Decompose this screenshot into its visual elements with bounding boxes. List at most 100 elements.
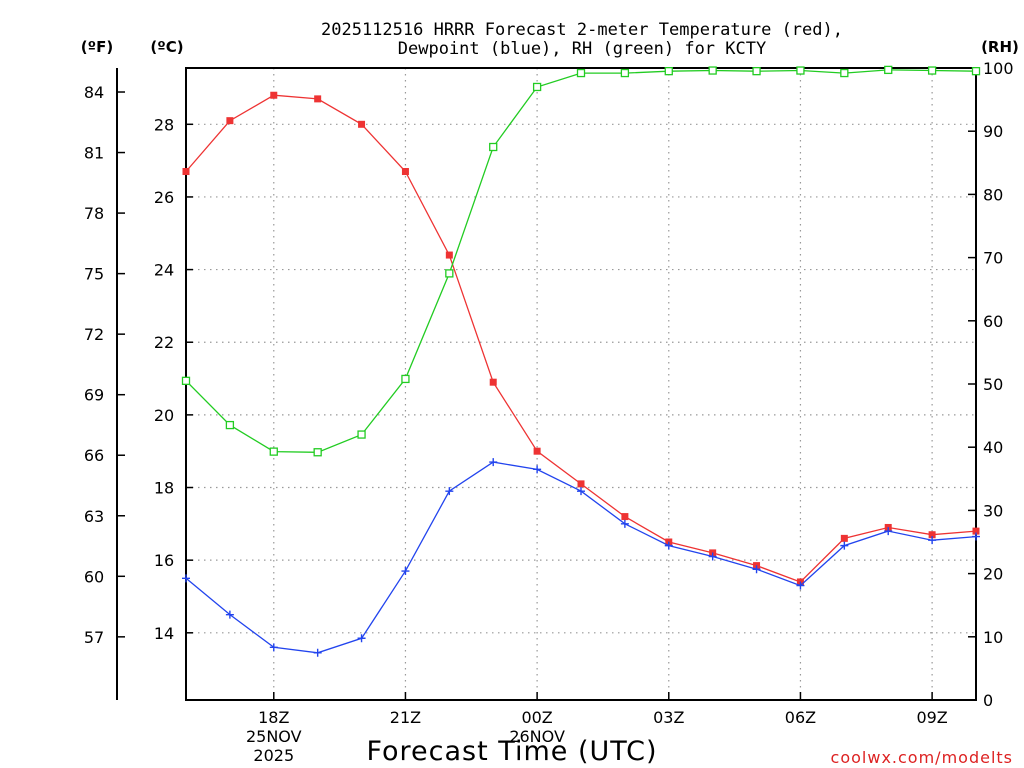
temperature-point [577, 480, 585, 488]
dewpoint-point [401, 567, 410, 576]
dewpoint-point [796, 581, 805, 590]
rh-point [796, 66, 805, 75]
fahrenheit-tick-label: 84 [84, 83, 104, 102]
dewpoint-point [708, 552, 717, 561]
rh-line [185, 69, 977, 453]
rh-tick-label: 20 [983, 565, 1003, 584]
x-tick-label: 03Z [653, 708, 684, 727]
dewpoint-point [445, 487, 454, 496]
rh-point [357, 430, 366, 439]
temperature-point [840, 534, 848, 542]
dewpoint-point [269, 643, 278, 652]
celsius-tick-label: 28 [154, 115, 174, 134]
celsius-unit-label: (ºC) [150, 38, 183, 56]
dewpoint-point [182, 574, 190, 583]
rh-point [269, 447, 278, 456]
rh-point [576, 68, 586, 78]
rh-tick-label: 90 [983, 122, 1003, 141]
dewpoint-point [664, 541, 673, 550]
celsius-tick-label: 20 [154, 406, 174, 425]
dewpoint-point [620, 519, 629, 528]
rh-point [840, 68, 849, 78]
temperature-point [226, 117, 234, 125]
watermark: coolwx.com/modelts [831, 748, 1013, 767]
fahrenheit-tick-label: 66 [84, 446, 104, 465]
rh-tick-label: 80 [983, 185, 1003, 204]
dewpoint-point [357, 634, 366, 643]
fahrenheit-tick-label: 69 [84, 386, 104, 405]
rh-tick-label: 30 [983, 501, 1003, 520]
x-tick-label: 09Z [916, 708, 947, 727]
rh-point [927, 66, 937, 75]
rh-unit-label: (RH) [981, 38, 1019, 56]
celsius-tick-label: 26 [154, 188, 174, 207]
rh-point [532, 82, 542, 92]
rh-point [489, 142, 498, 152]
x-tick-year: 2025 [253, 746, 294, 765]
fahrenheit-tick-label: 78 [84, 204, 104, 223]
plot-frame [185, 67, 977, 701]
rh-point [181, 376, 191, 385]
dewpoint-point [533, 465, 542, 474]
data-series [181, 65, 981, 657]
chart-title-line-1: 2025112516 HRRR Forecast 2-meter Tempera… [321, 20, 843, 40]
temperature-point [533, 447, 541, 455]
dewpoint-point [928, 536, 937, 545]
x-tick-label: 21Z [390, 708, 421, 727]
rh-point [313, 448, 322, 457]
dewpoint-point [225, 610, 234, 619]
temperature-point [401, 168, 409, 176]
gridlines [186, 68, 976, 700]
x-tick-date: 26NOV [509, 727, 565, 746]
celsius-tick-label: 14 [154, 624, 174, 643]
temperature-line [185, 94, 977, 583]
dewpoint-point [840, 541, 849, 550]
fahrenheit-tick-label: 75 [84, 265, 104, 284]
fahrenheit-unit-label: (ºF) [81, 38, 113, 56]
fahrenheit-tick-label: 63 [84, 507, 104, 526]
rh-tick-label: 40 [983, 438, 1003, 457]
celsius-tick-label: 22 [154, 333, 174, 352]
rh-point [664, 67, 673, 76]
temperature-point [489, 378, 497, 386]
rh-tick-label: 60 [983, 312, 1003, 331]
rh-tick-label: 100 [983, 59, 1014, 78]
rh-tick-label: 0 [983, 691, 993, 710]
temperature-point [928, 531, 936, 539]
temperature-point [445, 251, 453, 259]
fahrenheit-tick-label: 81 [84, 144, 104, 163]
dewpoint-point [884, 527, 893, 536]
celsius-tick-label: 16 [154, 551, 174, 570]
temperature-point [314, 95, 322, 103]
rh-point [971, 67, 981, 76]
temperature-point [182, 168, 190, 176]
dewpoint-point [752, 565, 761, 574]
x-tick-label: 00Z [521, 708, 552, 727]
rh-point [445, 269, 454, 278]
temperature-point [358, 120, 366, 128]
dewpoint-point [577, 487, 585, 496]
celsius-tick-label: 24 [154, 261, 174, 280]
rh-tick-label: 50 [983, 375, 1003, 394]
x-tick-date: 25NOV [246, 727, 302, 746]
x-tick-label: 06Z [785, 708, 816, 727]
rh-point [752, 67, 761, 76]
temperature-point [621, 513, 629, 521]
dewpoint-point [489, 458, 498, 467]
rh-point [620, 68, 630, 78]
dewpoint-point [313, 648, 322, 657]
fahrenheit-tick-label: 57 [84, 628, 104, 647]
x-axis-title: Forecast Time (UTC) [366, 736, 657, 767]
rh-point [884, 65, 893, 75]
chart-title-line-2: Dewpoint (blue), RH (green) for KCTY [398, 39, 766, 59]
temperature-point [972, 527, 980, 535]
celsius-tick-label: 18 [154, 479, 174, 498]
rh-point [225, 420, 235, 430]
temperature-point [270, 91, 278, 99]
fahrenheit-tick-label: 72 [84, 325, 104, 344]
fahrenheit-tick-label: 60 [84, 567, 104, 586]
x-tick-label: 18Z [258, 708, 289, 727]
dewpoint-point [972, 532, 980, 541]
